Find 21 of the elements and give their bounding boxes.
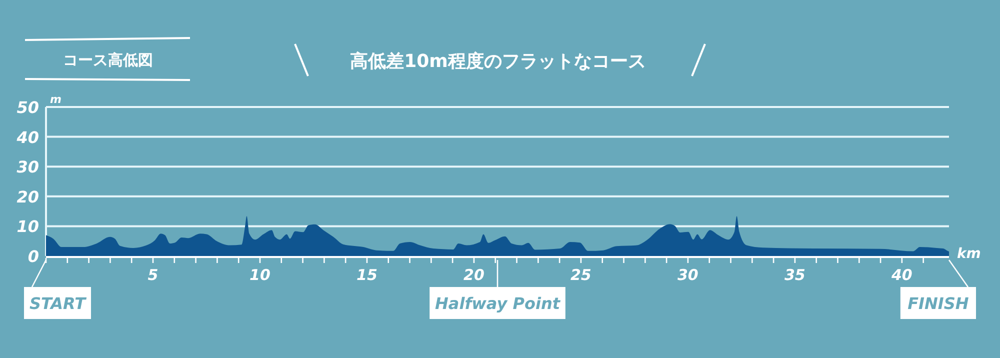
x-tick-label: 25 <box>570 266 592 284</box>
y-tick-label: 40 <box>16 128 39 147</box>
chart-title: コース高低図 <box>63 51 153 69</box>
y-tick-label: 50 <box>16 98 39 117</box>
annotation: Halfway Point <box>435 294 562 313</box>
chart-subtitle: 高低差10m程度のフラットなコース <box>350 51 646 72</box>
y-axis-title: m <box>50 93 62 106</box>
x-tick-label: 30 <box>678 266 698 284</box>
x-tick-label: 40 <box>890 266 912 284</box>
x-tick-label: 15 <box>356 266 378 284</box>
y-tick-label: 10 <box>16 217 39 236</box>
y-tick-label: 0 <box>28 247 39 266</box>
annotation: FINISH <box>908 294 970 313</box>
x-tick-label: 10 <box>250 266 270 284</box>
x-axis-title: km <box>957 246 981 262</box>
y-tick-label: 20 <box>16 187 39 206</box>
y-tick-label: 30 <box>16 158 39 177</box>
x-tick-label: 5 <box>148 266 158 284</box>
x-tick-label: 20 <box>464 266 484 284</box>
x-tick-label: 35 <box>784 266 806 284</box>
annotation: START <box>29 294 87 313</box>
